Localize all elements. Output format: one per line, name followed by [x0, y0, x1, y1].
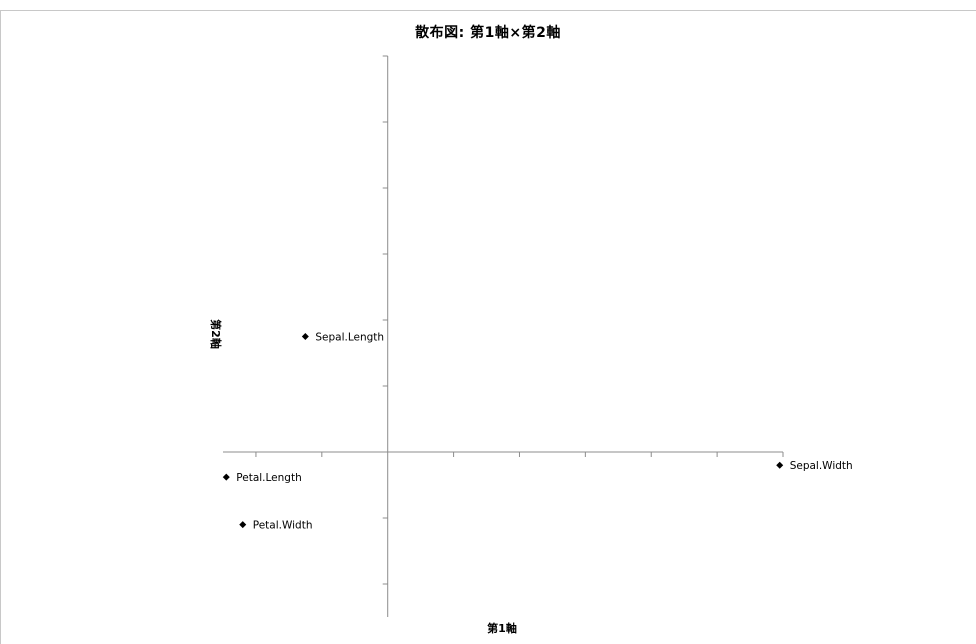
- x-axis-title: 第1軸: [487, 622, 517, 635]
- axes-group: [223, 55, 784, 617]
- data-point-label: Sepal.Width: [790, 460, 853, 472]
- chart-frame: [0, 10, 976, 644]
- data-point-label: Petal.Length: [236, 472, 301, 484]
- data-point-marker: [776, 461, 784, 469]
- y-axis-title: 第2軸: [209, 319, 222, 349]
- data-point-label: Petal.Width: [253, 520, 313, 532]
- data-point-marker: [239, 521, 247, 529]
- data-point-label: Sepal.Length: [315, 332, 384, 344]
- data-point-marker: [222, 473, 230, 481]
- chart-title: 散布図: 第1軸×第2軸: [415, 25, 561, 41]
- data-point-marker: [301, 333, 309, 340]
- points-group: Sepal.Length Sepal.Width Petal.Length Petal…: [222, 332, 853, 532]
